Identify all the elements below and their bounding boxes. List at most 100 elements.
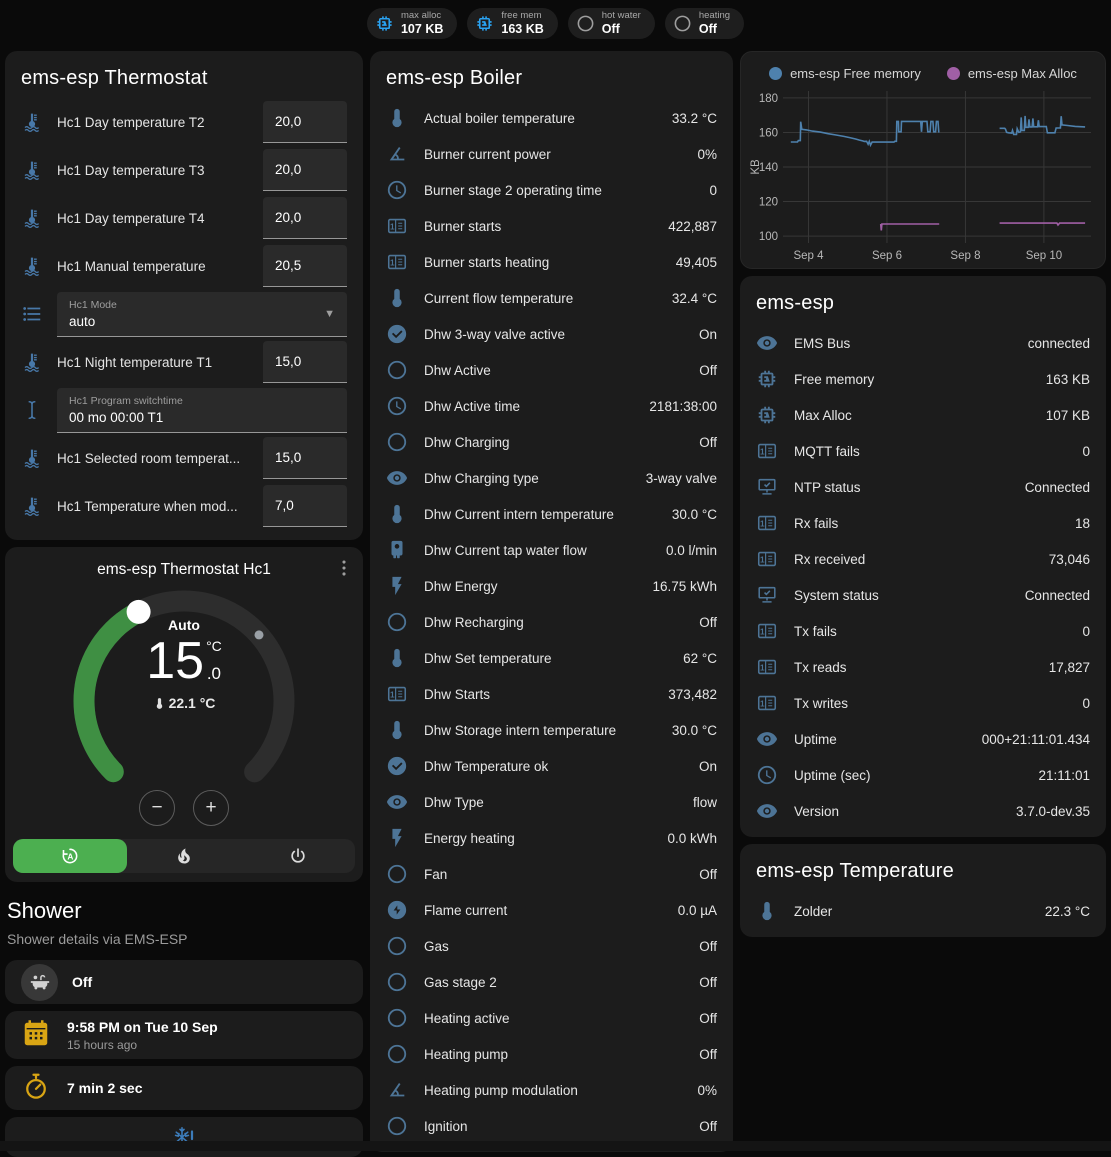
entity-label: NTP status xyxy=(794,479,861,495)
badge-value: Off xyxy=(698,21,717,36)
circle-icon xyxy=(386,359,408,381)
entity-value: 163 KB xyxy=(1045,371,1090,387)
hvac-mode-fire-button[interactable] xyxy=(127,839,241,873)
entity-row[interactable]: Fan Off xyxy=(386,856,717,892)
entity-row[interactable]: Flame current 0.0 µA xyxy=(386,892,717,928)
entity-value: flow xyxy=(692,794,717,810)
counter-icon: 1 xyxy=(756,440,778,462)
hvac-mode-auto-button[interactable]: A xyxy=(13,839,127,873)
number-input[interactable]: 20,5 xyxy=(263,245,347,287)
shower-card[interactable]: Off xyxy=(5,960,363,1004)
status-badge-max-alloc[interactable]: max alloc 107 KB xyxy=(366,8,458,39)
temperature-increase-button[interactable]: + xyxy=(193,790,229,826)
entity-row[interactable]: Gas Off xyxy=(386,928,717,964)
entity-row[interactable]: 1 Tx reads 17,827 xyxy=(756,649,1090,685)
entity-row[interactable]: 1 Rx received 73,046 xyxy=(756,541,1090,577)
shower-card[interactable]: 7 min 2 sec xyxy=(5,1066,363,1110)
circle-icon xyxy=(386,1007,408,1029)
card-title: ems-esp Temperature xyxy=(756,860,954,882)
entity-row[interactable]: Version 3.7.0-dev.35 xyxy=(756,793,1090,829)
entity-row[interactable]: Heating active Off xyxy=(386,1000,717,1036)
entity-row[interactable]: Heating pump Off xyxy=(386,1036,717,1072)
entity-row[interactable]: Dhw 3-way valve active On xyxy=(386,316,717,352)
number-input[interactable]: 7,0 xyxy=(263,485,347,527)
entity-row[interactable]: Current flow temperature 32.4 °C xyxy=(386,280,717,316)
entity-row[interactable]: Dhw Energy 16.75 kWh xyxy=(386,568,717,604)
status-badge-hot-water[interactable]: hot water Off xyxy=(567,8,655,39)
legend-item[interactable]: ems-esp Max Alloc xyxy=(946,66,1077,81)
entity-row[interactable]: Dhw Charging type 3-way valve xyxy=(386,460,717,496)
entity-label: Heating pump modulation xyxy=(424,1082,578,1098)
entity-row[interactable]: Dhw Active time 2181:38:00 xyxy=(386,388,717,424)
entity-row[interactable]: Hc1 Program switchtime 00 mo 00:00 T1 xyxy=(5,386,363,434)
legend-item[interactable]: ems-esp Free memory xyxy=(769,66,921,81)
badge-text: hot water Off xyxy=(602,10,641,36)
entity-row[interactable]: Dhw Temperature ok On xyxy=(386,748,717,784)
svg-text:1: 1 xyxy=(760,663,765,672)
shower-card[interactable]: 9:58 PM on Tue 10 Sep 15 hours ago xyxy=(5,1011,363,1059)
entity-row[interactable]: Hc1 Day temperature T3 20,0 xyxy=(5,146,363,194)
number-input[interactable]: 20,0 xyxy=(263,197,347,239)
entity-row[interactable]: NTP status Connected xyxy=(756,469,1090,505)
entity-row[interactable]: Gas stage 2 Off xyxy=(386,964,717,1000)
entity-row[interactable]: Dhw Recharging Off xyxy=(386,604,717,640)
entity-row[interactable]: Uptime (sec) 21:11:01 xyxy=(756,757,1090,793)
status-badge-heating[interactable]: heating Off xyxy=(664,8,745,39)
entity-row[interactable]: Hc1 Day temperature T2 20,0 xyxy=(5,98,363,146)
entity-row[interactable]: Dhw Storage intern temperature 30.0 °C xyxy=(386,712,717,748)
number-input[interactable]: 20,0 xyxy=(263,101,347,143)
entity-row[interactable]: Heating pump modulation 0% xyxy=(386,1072,717,1108)
entity-row[interactable]: Hc1 Night temperature T1 15,0 xyxy=(5,338,363,386)
status-badge-free-mem[interactable]: free mem 163 KB xyxy=(467,8,558,39)
entity-row[interactable]: EMS Bus connected xyxy=(756,325,1090,361)
entity-row[interactable]: 1 Rx fails 18 xyxy=(756,505,1090,541)
shower-card[interactable] xyxy=(5,1117,363,1157)
temperature-decrease-button[interactable]: − xyxy=(139,790,175,826)
entity-row[interactable]: 1 Burner starts heating 49,405 xyxy=(386,244,717,280)
entity-row[interactable]: Max Alloc 107 KB xyxy=(756,397,1090,433)
counter-icon: 1 xyxy=(756,656,778,678)
entity-label: Heating active xyxy=(424,1010,510,1026)
entity-label: Flame current xyxy=(424,902,508,918)
entity-row[interactable]: 1 Burner starts 422,887 xyxy=(386,208,717,244)
text-input[interactable]: Hc1 Program switchtime 00 mo 00:00 T1 xyxy=(57,387,347,433)
entity-row[interactable]: Dhw Charging Off xyxy=(386,424,717,460)
entity-row[interactable]: Hc1 Day temperature T4 20,0 xyxy=(5,194,363,242)
entity-row[interactable]: Hc1 Manual temperature 20,5 xyxy=(5,242,363,290)
entity-row[interactable]: Hc1 Temperature when mod... 7,0 xyxy=(5,482,363,530)
entity-row[interactable]: Burner current power 0% xyxy=(386,136,717,172)
kebab-menu-icon[interactable] xyxy=(333,557,355,579)
entity-value: 21:11:01 xyxy=(1038,767,1090,783)
select-input[interactable]: Hc1 Mode auto ▼ xyxy=(57,291,347,337)
entity-value: Off xyxy=(699,938,717,954)
entity-value: 17,827 xyxy=(1048,659,1090,675)
entity-label: Current flow temperature xyxy=(424,290,574,306)
number-input[interactable]: 15,0 xyxy=(263,437,347,479)
entity-row[interactable]: Ignition Off xyxy=(386,1108,717,1144)
entity-row[interactable]: 1 Dhw Starts 373,482 xyxy=(386,676,717,712)
thermometer-icon xyxy=(156,697,162,709)
svg-text:1: 1 xyxy=(760,447,765,456)
entity-row[interactable]: 1 MQTT fails 0 xyxy=(756,433,1090,469)
entity-row[interactable]: 1 Tx writes 0 xyxy=(756,685,1090,721)
hvac-mode-power-button[interactable] xyxy=(241,839,355,873)
entity-value: Off xyxy=(699,1046,717,1062)
entity-row[interactable]: Dhw Type flow xyxy=(386,784,717,820)
entity-row[interactable]: Dhw Active Off xyxy=(386,352,717,388)
entity-row[interactable]: Actual boiler temperature 33.2 °C xyxy=(386,100,717,136)
entity-row[interactable]: Free memory 163 KB xyxy=(756,361,1090,397)
number-input[interactable]: 20,0 xyxy=(263,149,347,191)
entity-row[interactable]: Energy heating 0.0 kWh xyxy=(386,820,717,856)
entity-row[interactable]: Zolder 22.3 °C xyxy=(756,893,1090,929)
entity-row[interactable]: Dhw Current intern temperature 30.0 °C xyxy=(386,496,717,532)
thermostat-dial[interactable]: Auto 15 °C .0 22.1 °C xyxy=(5,581,363,812)
entity-row[interactable]: Dhw Current tap water flow 0.0 l/min xyxy=(386,532,717,568)
entity-row[interactable]: 1 Tx fails 0 xyxy=(756,613,1090,649)
entity-row[interactable]: Hc1 Mode auto ▼ xyxy=(5,290,363,338)
entity-row[interactable]: Hc1 Selected room temperat... 15,0 xyxy=(5,434,363,482)
entity-row[interactable]: Uptime 000+21:11:01.434 xyxy=(756,721,1090,757)
entity-row[interactable]: Dhw Set temperature 62 °C xyxy=(386,640,717,676)
number-input[interactable]: 15,0 xyxy=(263,341,347,383)
entity-row[interactable]: Burner stage 2 operating time 0 xyxy=(386,172,717,208)
entity-row[interactable]: System status Connected xyxy=(756,577,1090,613)
